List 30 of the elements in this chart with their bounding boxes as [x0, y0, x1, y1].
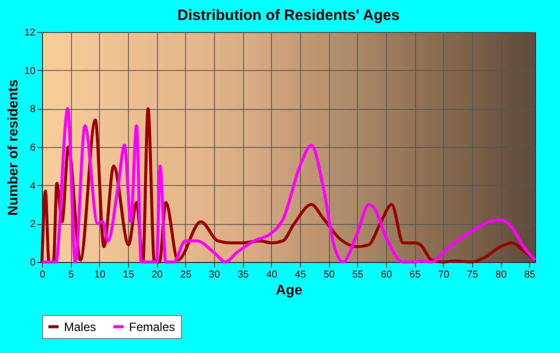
x-tick-label: 10 [94, 270, 106, 280]
y-tick-label: 12 [24, 28, 36, 38]
x-tick-label: 85 [524, 270, 536, 280]
y-tick-label: 0 [30, 258, 36, 268]
x-tick-label: 30 [208, 270, 220, 280]
y-tick-label: 6 [30, 142, 36, 154]
x-tick-label: 65 [410, 270, 422, 280]
x-tick-label: 80 [496, 270, 508, 280]
y-tick-label: 8 [30, 104, 36, 116]
y-tick-label: 2 [30, 219, 36, 230]
y-tick-label: 10 [24, 66, 36, 77]
legend-label: Females [129, 320, 176, 334]
x-tick-label: 55 [352, 270, 364, 280]
y-tick-label: 4 [30, 180, 36, 192]
legend-label: Males [64, 320, 96, 334]
x-axis-title: Age [276, 282, 302, 298]
x-tick-label: 75 [466, 270, 478, 280]
chart-title: Distribution of Residents' Ages [177, 7, 400, 24]
x-tick-label: 60 [380, 270, 392, 280]
x-tick-label: 70 [438, 270, 450, 280]
x-tick-label: 20 [152, 270, 164, 280]
x-tick-label: 40 [266, 270, 278, 280]
x-tick-label: 25 [180, 270, 192, 280]
x-tick-label: 45 [294, 270, 306, 280]
x-tick-label: 50 [324, 270, 336, 280]
x-tick-label: 15 [122, 270, 134, 280]
y-axis-title: Number of residents [4, 79, 20, 216]
x-tick-label: 35 [238, 270, 250, 280]
x-tick-label: 0 [40, 270, 46, 280]
x-tick-label: 5 [68, 270, 74, 280]
